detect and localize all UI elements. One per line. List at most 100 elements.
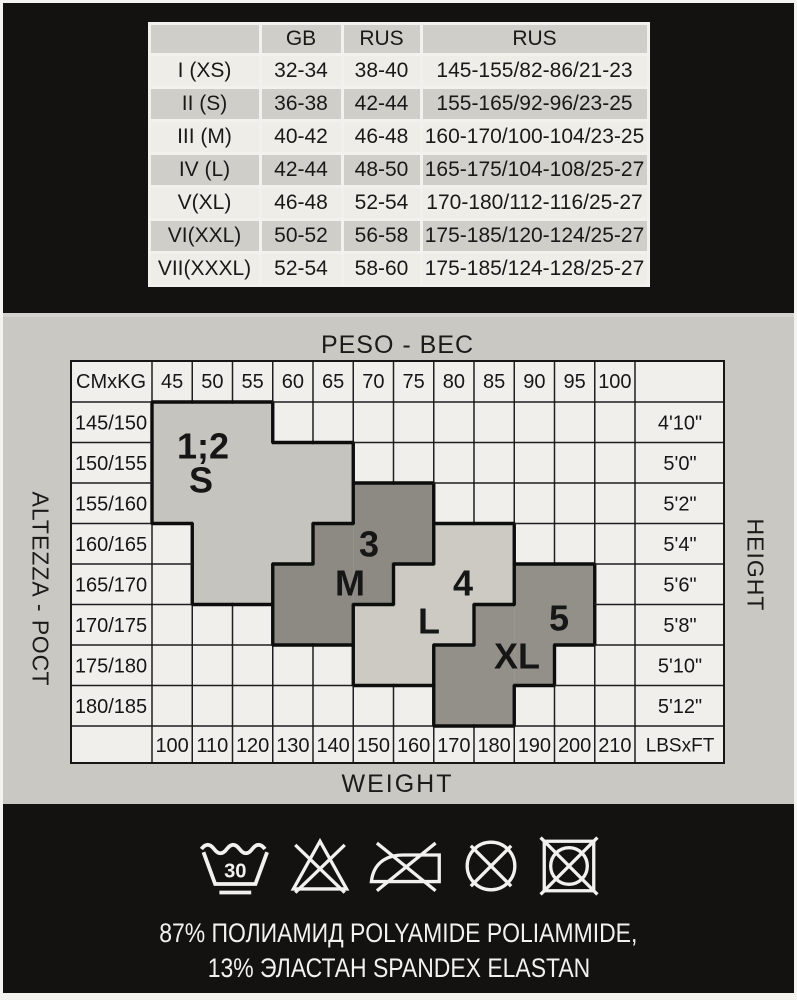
lbs-tick: 100 (155, 735, 188, 757)
size-table-row: IV (L) 42-44 48-50 165-175/104-108/25-27 (150, 155, 647, 185)
zone-cell-S (192, 483, 233, 524)
kg-tick: 90 (523, 371, 545, 393)
zone-cell-S (232, 483, 273, 524)
grid-cell (152, 726, 193, 764)
zone-cell-S (272, 483, 313, 524)
grid-cell (192, 645, 233, 686)
size-table-cell: 46-48 (343, 122, 420, 152)
grid-cell (433, 726, 474, 764)
grid-cell (594, 523, 635, 564)
lbs-corner-label: LBSxFT (646, 736, 715, 757)
grid-cell (635, 645, 725, 686)
size-table-cell: I (XS) (150, 56, 259, 86)
lbs-tick: 120 (236, 735, 269, 757)
grid-cell (514, 442, 555, 483)
zone-cell-M (353, 483, 394, 524)
zone-label: M (335, 563, 365, 604)
zone-cell-X (514, 564, 555, 605)
size-table-cell: V(XL) (150, 188, 259, 218)
size-table-header-cell (150, 25, 259, 53)
size-table: GB RUS RUS I (XS) 32-34 38-40 145-155/82-86/21… (147, 22, 650, 287)
zone-label: 4 (453, 563, 473, 604)
zone-label: 3 (359, 524, 379, 565)
zone-label: 5 (549, 598, 569, 639)
zone-cell-S (152, 402, 193, 443)
cm-tick: 150/155 (75, 453, 147, 475)
grid-cell (594, 402, 635, 443)
zone-cell-M (393, 523, 434, 564)
ft-tick: 5'12" (658, 696, 702, 718)
zone-cell-S (313, 483, 354, 524)
grid-cell (594, 726, 635, 764)
grid-cell (70, 604, 152, 645)
zone-label: S (189, 460, 213, 501)
grid-cell (70, 726, 152, 764)
grid-cell (393, 685, 434, 726)
kg-tick: 75 (403, 371, 425, 393)
grid-cell (554, 483, 595, 524)
do-not-bleach-icon (291, 837, 350, 894)
grid-cell (152, 604, 193, 645)
ft-tick: 5'0" (663, 453, 696, 475)
size-table-cell: 42-44 (261, 155, 341, 185)
grid-cell (554, 402, 595, 443)
size-table-cell: 175-185/124-128/25-27 (422, 254, 647, 284)
grid-cell (70, 564, 152, 605)
cm-tick: 165/170 (75, 574, 147, 596)
composition-line-1: 87% ПОЛИАМИД POLYAMIDE POLIAMMIDE, (159, 918, 638, 948)
grid-cell (474, 442, 515, 483)
zone-cell-M (353, 523, 394, 564)
zone-cell-X (474, 645, 515, 686)
grid-cell (272, 402, 313, 443)
grid-cell (192, 726, 233, 764)
size-table-cell: IV (L) (150, 155, 259, 185)
grid-cell (635, 726, 725, 764)
grid-cell (594, 442, 635, 483)
grid-cell (594, 604, 635, 645)
size-table-cell: 52-54 (343, 188, 420, 218)
zone-cell-L (474, 523, 515, 564)
size-table-header-cell: RUS (422, 25, 647, 53)
grid-cell (474, 360, 515, 402)
ft-tick: 5'10" (658, 655, 702, 677)
grid-cell (192, 360, 233, 402)
cm-tick: 155/160 (75, 493, 147, 515)
lbs-tick: 150 (357, 735, 390, 757)
zone-cell-X (433, 645, 474, 686)
zone-cell-S (232, 402, 273, 443)
zone-cell-M (313, 604, 354, 645)
size-table-cell: 36-38 (261, 89, 341, 119)
size-table-row: VI(XXL) 50-52 56-58 175-185/120-124/25-27 (150, 221, 647, 251)
grid-cell (635, 523, 725, 564)
grid-cell (70, 483, 152, 524)
weight-axis-title-bottom: WEIGHT (341, 770, 454, 798)
zone-cell-M (313, 523, 354, 564)
ft-tick: 4'10" (658, 412, 702, 434)
size-table-cell: 170-180/112-116/25-27 (422, 188, 647, 218)
zone-cell-X (514, 604, 555, 645)
size-table-cell: 38-40 (343, 56, 420, 86)
kg-tick: 60 (282, 371, 304, 393)
grid-cell (635, 442, 725, 483)
grid-cell (433, 402, 474, 443)
panel-background: GB RUS RUS I (XS) 32-34 38-40 145-155/82-86/21… (3, 3, 794, 993)
composition-line-2: 13% ЭЛАСТАН SPANDEX ELASTAN (207, 953, 590, 983)
grid-cell (353, 360, 394, 402)
size-table-cell: 42-44 (343, 89, 420, 119)
zone-cell-L (393, 564, 434, 605)
grid-cell (514, 685, 555, 726)
grid-cell (635, 483, 725, 524)
size-table-cell: III (M) (150, 122, 259, 152)
zone-cell-S (152, 483, 193, 524)
ft-tick: 5'4" (663, 534, 696, 556)
size-table-header-cell: RUS (343, 25, 420, 53)
size-table-row: III (M) 40-42 46-48 160-170/100-104/23-25 (150, 122, 647, 152)
kg-tick: 100 (598, 371, 631, 393)
grid-cell (554, 442, 595, 483)
size-table-cell: 160-170/100-104/23-25 (422, 122, 647, 152)
size-table-cell: VII(XXXL) (150, 254, 259, 284)
grid-cell (313, 685, 354, 726)
grid-cell (70, 523, 152, 564)
lbs-tick: 190 (518, 735, 551, 757)
